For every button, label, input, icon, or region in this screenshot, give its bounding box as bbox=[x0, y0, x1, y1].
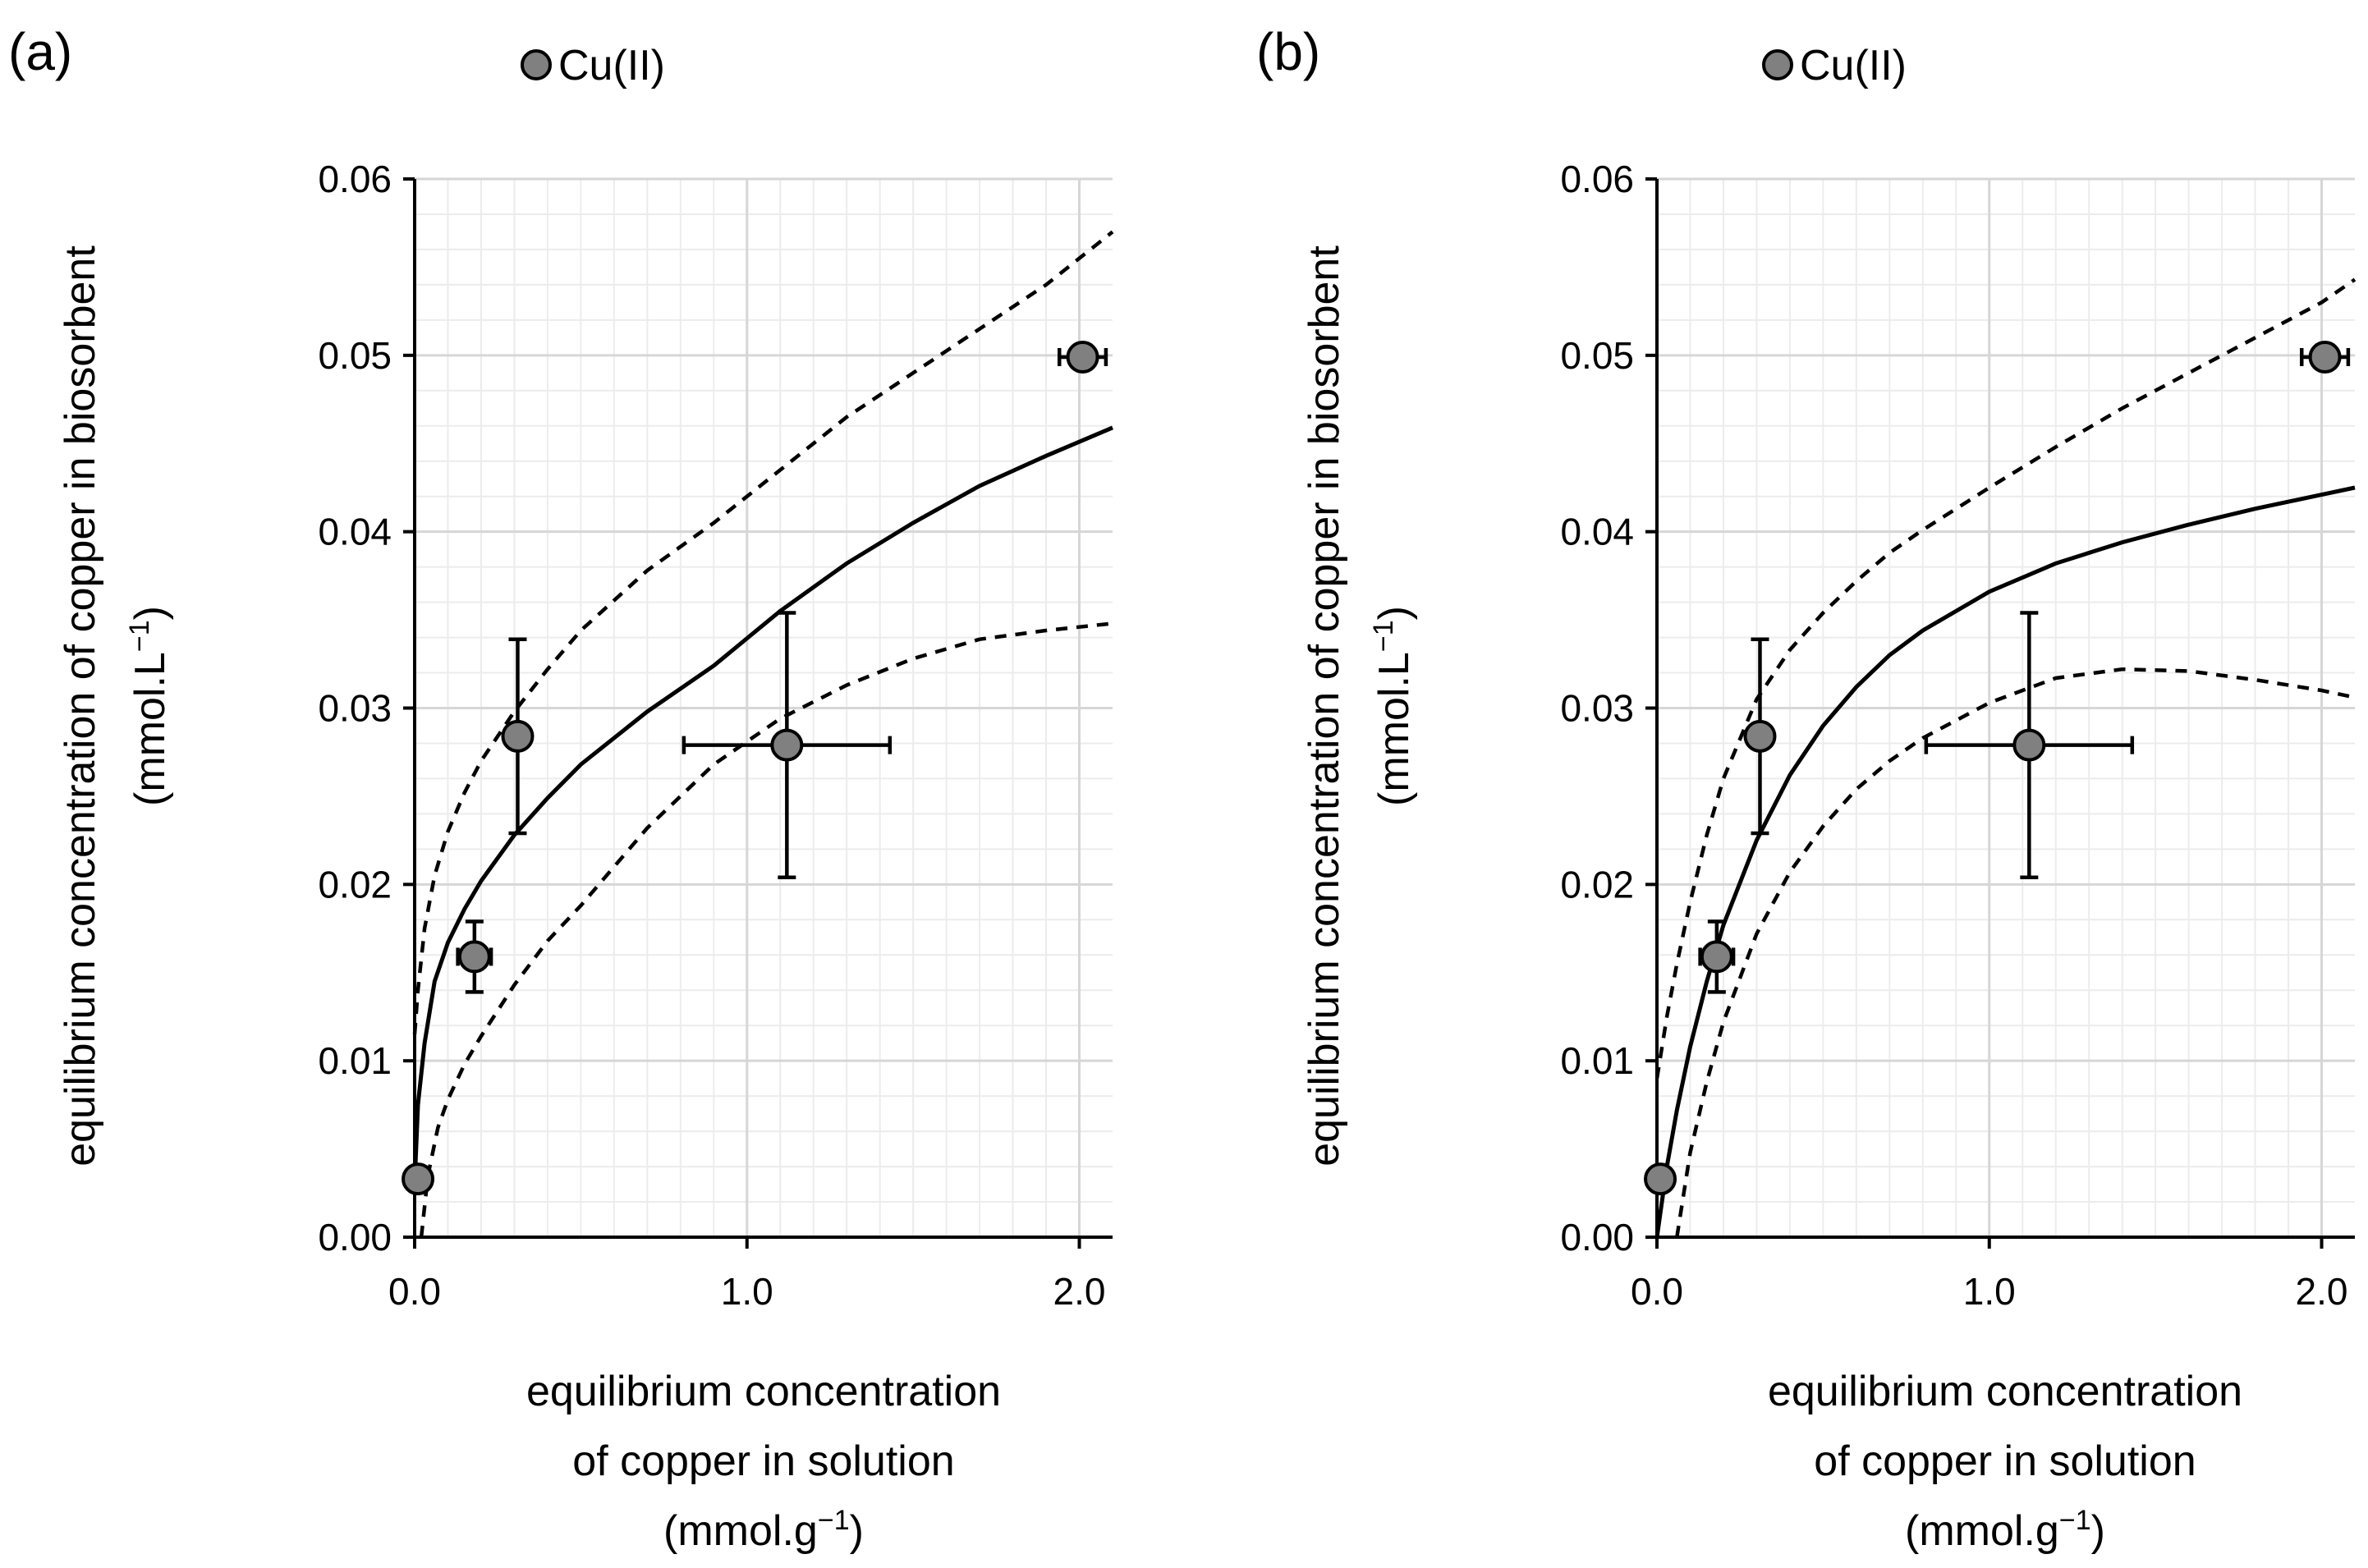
data-point bbox=[2308, 340, 2342, 374]
y-tick-label: 0.00 bbox=[1560, 1216, 1634, 1259]
y-tick-label: 0.04 bbox=[318, 511, 392, 553]
x-tick-label: 2.0 bbox=[2296, 1270, 2348, 1313]
x-unit-sup-b: −1 bbox=[2059, 1505, 2091, 1536]
panel-b: (b) Cu(II) 0.000.010.020.030.040.050.060… bbox=[1256, 22, 2357, 1555]
fit-curve bbox=[1654, 485, 2356, 1238]
x-axis-unit-b: (mmol.g−1) bbox=[1905, 1505, 2105, 1555]
x-tick-label: 1.0 bbox=[721, 1270, 773, 1313]
plot-area-a: 0.00 0.01 0.02 0.03 0.04 0.05 0.06 0.0 1.0 2.0 bbox=[318, 158, 1114, 1313]
y-unit-sup-a: −1 bbox=[124, 620, 155, 652]
data-point bbox=[1700, 940, 1733, 974]
x-tick-label: 2.0 bbox=[1053, 1270, 1106, 1313]
legend-label-b: Cu(II) bbox=[1800, 42, 1907, 89]
data-point bbox=[501, 719, 535, 753]
x-tick-label: 0.0 bbox=[1631, 1270, 1683, 1313]
legend-a: Cu(II) bbox=[521, 42, 665, 89]
fit-curve bbox=[412, 425, 1113, 1185]
legend-b: Cu(II) bbox=[1762, 42, 1907, 89]
y-tick-label: 0.05 bbox=[1560, 334, 1634, 377]
y-tick-label: 0.05 bbox=[318, 334, 392, 377]
x-axis-unit-a: (mmol.g−1) bbox=[663, 1505, 864, 1555]
confidence-band-curve bbox=[419, 621, 1113, 1238]
x-tick-label: 1.0 bbox=[1963, 1270, 2016, 1313]
y-unit-sup-b: −1 bbox=[1368, 620, 1399, 652]
y-tick-label: 0.03 bbox=[318, 687, 392, 730]
y-tick-label: 0.02 bbox=[318, 863, 392, 905]
y-axis-unit-b: (mmol.L−1) bbox=[1368, 606, 1418, 806]
y-tick-label: 0.00 bbox=[318, 1216, 392, 1259]
data-point bbox=[1644, 1162, 1677, 1196]
y-axis-title-a: equilibrium concentration of copper in b… bbox=[57, 245, 174, 1167]
y-tick-label: 0.01 bbox=[318, 1039, 392, 1082]
data-point bbox=[770, 728, 804, 762]
x-axis-title-line1-b: equilibrium concentration bbox=[1768, 1368, 2242, 1415]
panel-a: (a) Cu(II) 0.000.010.020.030.040.050.060… bbox=[8, 22, 1114, 1555]
data-point bbox=[402, 1162, 435, 1196]
panel-label-a: (a) bbox=[8, 22, 72, 81]
x-axis-title-line2-b: of copper in solution bbox=[1814, 1437, 2196, 1485]
legend-marker-icon bbox=[1762, 49, 1793, 80]
x-axis-title-line2-a: of copper in solution bbox=[572, 1437, 954, 1485]
data-point bbox=[457, 940, 491, 974]
panel-label-b: (b) bbox=[1256, 22, 1320, 81]
y-axis-title-line-b: equilibrium concentration of copper in b… bbox=[1301, 245, 1348, 1167]
confidence-band-curve bbox=[412, 230, 1114, 1035]
y-unit-text-a: (mmol.L bbox=[126, 652, 174, 806]
x-unit-text-a: (mmol.g bbox=[663, 1507, 818, 1555]
data-point bbox=[1743, 719, 1777, 753]
x-unit-close-b: ) bbox=[2091, 1507, 2105, 1555]
y-axis-unit-a: (mmol.L−1) bbox=[124, 606, 174, 806]
y-tick-label: 0.01 bbox=[1560, 1039, 1634, 1082]
y-axis-title-line-a: equilibrium concentration of copper in b… bbox=[57, 245, 104, 1167]
y-tick-label: 0.03 bbox=[1560, 687, 1634, 730]
legend-label-a: Cu(II) bbox=[558, 42, 665, 89]
data-point bbox=[2012, 728, 2046, 762]
y-tick-label: 0.06 bbox=[318, 158, 392, 200]
x-unit-close-a: ) bbox=[850, 1507, 864, 1555]
x-axis-title-line1-a: equilibrium concentration bbox=[526, 1368, 1001, 1415]
legend-marker-icon bbox=[521, 49, 552, 80]
x-tick-label: 0.0 bbox=[388, 1270, 441, 1313]
y-unit-text-b: (mmol.L bbox=[1370, 652, 1418, 806]
y-unit-close-b: ) bbox=[1370, 606, 1418, 620]
x-unit-text-b: (mmol.g bbox=[1905, 1507, 2059, 1555]
y-tick-label: 0.04 bbox=[1560, 511, 1634, 553]
y-axis-title-b: equilibrium concentration of copper in b… bbox=[1301, 245, 1418, 1167]
data-point bbox=[1066, 340, 1099, 374]
y-tick-label: 0.02 bbox=[1560, 863, 1634, 905]
plot-area-b: 0.00 0.01 0.02 0.03 0.04 0.05 0.06 0.0 1.0 2.0 bbox=[1560, 158, 2357, 1313]
confidence-band-curve bbox=[1675, 667, 2356, 1238]
y-tick-label: 0.06 bbox=[1560, 158, 1634, 200]
y-unit-close-a: ) bbox=[126, 606, 174, 620]
x-unit-sup-a: −1 bbox=[818, 1505, 850, 1536]
